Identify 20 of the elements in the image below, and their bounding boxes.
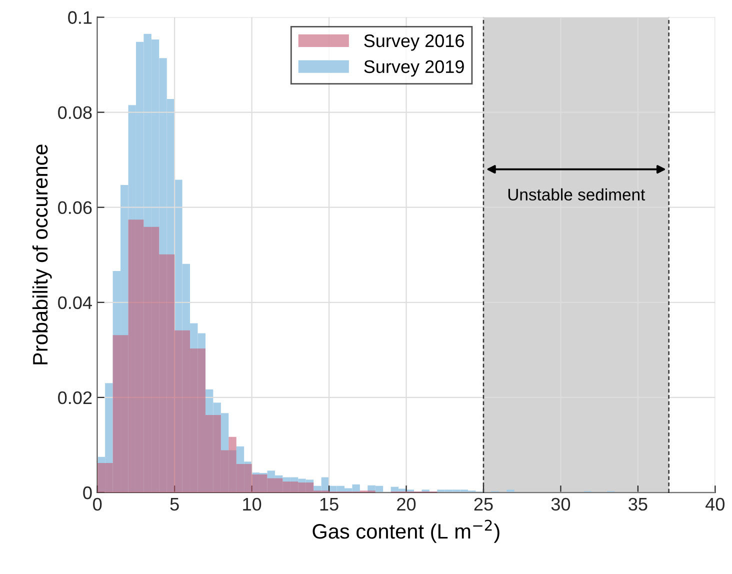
y-tick-label: 0.02 bbox=[58, 391, 92, 404]
x-tick-label: 35 bbox=[628, 498, 648, 511]
y-tick-label: 0.04 bbox=[58, 296, 92, 310]
y-tick-label: 0.06 bbox=[58, 201, 92, 214]
y-axis-title: Probability of occurence bbox=[32, 144, 52, 364]
y-tick-label: 0.1 bbox=[68, 11, 92, 24]
x-tick-label: 5 bbox=[170, 498, 179, 511]
x-axis-title: Gas content (L m$^{−2}$) bbox=[312, 520, 500, 543]
legend-label: Survey 2019 bbox=[364, 60, 464, 77]
legend-label: Survey 2016 bbox=[364, 34, 464, 51]
band-label: Unstable sediment bbox=[508, 188, 646, 201]
y-tick-label: 0 bbox=[83, 486, 92, 500]
x-tick-label: 40 bbox=[706, 498, 724, 511]
x-tick-label: 30 bbox=[551, 498, 570, 511]
x-tick-label: 10 bbox=[243, 498, 262, 511]
x-tick-label: 25 bbox=[474, 498, 493, 511]
x-tick-label: 15 bbox=[320, 498, 338, 511]
x-tick-label: 0 bbox=[93, 498, 102, 511]
x-tick-label: 20 bbox=[397, 498, 416, 511]
y-tick-label: 0.08 bbox=[58, 106, 92, 119]
